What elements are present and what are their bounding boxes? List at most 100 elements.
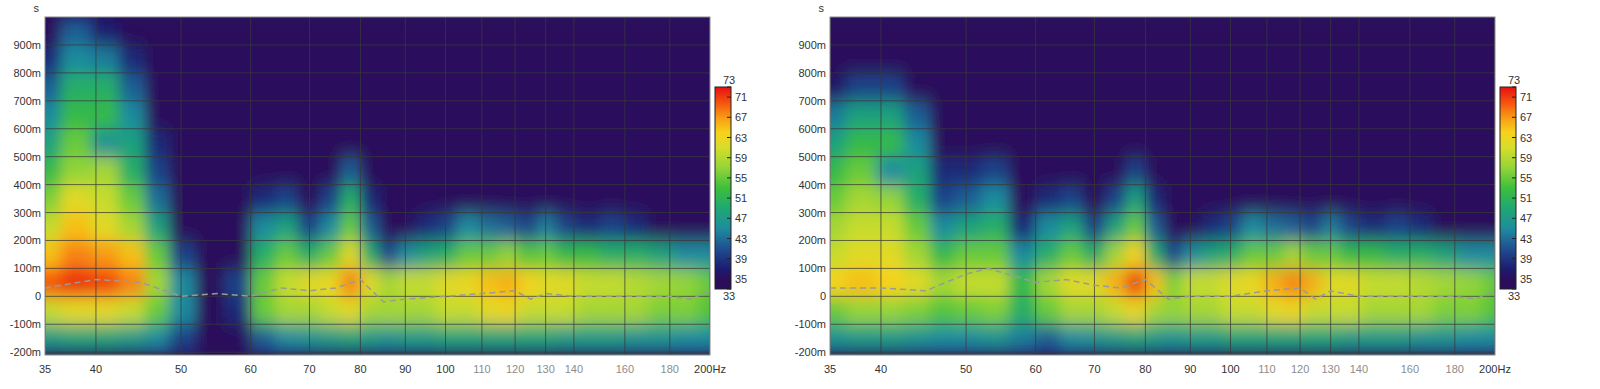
x-tick-label: 60 — [1030, 363, 1042, 375]
plot-frame — [45, 17, 710, 355]
heatmap-cell — [698, 101, 710, 130]
heatmap-cell — [457, 45, 479, 74]
x-tick-label: 35 — [824, 363, 836, 375]
heatmap-cell — [537, 129, 557, 158]
heatmap-cell — [1284, 45, 1304, 74]
heatmap-cell — [698, 268, 710, 297]
color-bar-label: 47 — [1520, 212, 1532, 224]
heatmap-cell — [275, 129, 299, 158]
heatmap-cell — [91, 101, 120, 130]
heatmap-cell — [954, 17, 981, 46]
heatmap-cell — [1483, 129, 1495, 158]
heatmap-cell — [91, 185, 120, 214]
heatmap-cell — [846, 129, 877, 158]
heatmap-cell — [1009, 45, 1036, 74]
heatmap-cell — [1221, 45, 1243, 74]
heatmap-cell — [537, 240, 557, 269]
color-bar-label: 55 — [735, 172, 747, 184]
heatmap-cell — [416, 73, 437, 102]
heatmap-cell — [1126, 324, 1146, 353]
heatmap-cell — [416, 268, 437, 297]
heatmap-cell — [1410, 324, 1434, 353]
heatmap-cell — [1105, 268, 1126, 297]
heatmap-cell — [169, 129, 196, 158]
heatmap-cell — [518, 185, 537, 214]
heatmap-cell — [1410, 73, 1434, 102]
heatmap-cell — [91, 240, 120, 269]
heatmap-cell — [1361, 268, 1385, 297]
heatmap-cell — [1242, 268, 1264, 297]
x-tick-label: 50 — [960, 363, 972, 375]
heatmap-cell — [360, 157, 379, 186]
heatmap-cell — [379, 17, 397, 46]
heatmap-cell — [1410, 185, 1434, 214]
heatmap-cell — [904, 240, 931, 269]
heatmap-cell — [954, 73, 981, 102]
heatmap-cell — [275, 296, 299, 325]
heatmap-cell — [1164, 45, 1182, 74]
plot-frame — [830, 17, 1495, 355]
heatmap-cell — [1385, 240, 1410, 269]
heatmap-cell — [91, 268, 120, 297]
heatmap-cell — [1201, 157, 1222, 186]
heatmap-cell — [625, 185, 649, 214]
heatmap-cell — [600, 324, 625, 353]
heatmap-cell — [61, 129, 92, 158]
grid-line — [405, 17, 406, 355]
heatmap-cell — [537, 73, 557, 102]
heatmap-cell — [1458, 296, 1484, 325]
heatmap-cell — [1361, 101, 1385, 130]
heatmap-cell — [1410, 45, 1434, 74]
heatmap-cell — [1105, 17, 1126, 46]
heatmap-cell — [341, 157, 361, 186]
heatmap-cell — [119, 324, 146, 353]
heatmap-cell — [876, 296, 905, 325]
heatmap-cell — [930, 157, 955, 186]
heatmap-cell — [320, 296, 341, 325]
heatmap-cell — [518, 157, 537, 186]
heatmap-cell — [1242, 17, 1264, 46]
heatmap-cell — [145, 101, 170, 130]
heatmap-cell — [45, 17, 61, 46]
y-tick-label: 400m — [13, 179, 41, 191]
heatmap-cell — [1060, 157, 1084, 186]
heatmap-cell — [600, 240, 625, 269]
heatmap-cell — [416, 213, 437, 242]
heatmap-cell — [576, 73, 600, 102]
heatmap-cell — [1410, 157, 1434, 186]
heatmap-cell — [1182, 240, 1202, 269]
heatmap-cell — [576, 129, 600, 158]
heatmap-cell — [1242, 324, 1264, 353]
heatmap-cell — [397, 129, 417, 158]
heatmap-cell — [673, 157, 699, 186]
heatmap-cell — [876, 17, 905, 46]
heatmap-cell — [1164, 185, 1182, 214]
heatmap-cell — [169, 101, 196, 130]
color-bar-label: 39 — [1520, 253, 1532, 265]
heatmap-cell — [1035, 213, 1060, 242]
heatmap-cell — [1361, 73, 1385, 102]
heatmap-cell — [416, 185, 437, 214]
heatmap-cell — [876, 240, 905, 269]
heatmap-cell — [954, 45, 981, 74]
grid-line — [1454, 17, 1455, 355]
grid-line — [830, 184, 1495, 185]
heatmap-cell — [91, 213, 120, 242]
heatmap-cell — [1322, 296, 1342, 325]
color-bar-label: 51 — [1520, 192, 1532, 204]
y-tick-label: 300m — [13, 207, 41, 219]
y-tick-label: 600m — [798, 123, 826, 135]
grid-line — [360, 17, 361, 355]
heatmap-cell — [360, 213, 379, 242]
heatmap-cell — [499, 101, 519, 130]
heatmap-cell — [1322, 324, 1342, 353]
heatmap-cell — [397, 73, 417, 102]
heatmap-cell — [1303, 240, 1322, 269]
heatmap-cell — [196, 157, 225, 186]
heatmap-cell — [341, 324, 361, 353]
heatmap-cell — [1164, 324, 1182, 353]
heatmap-cell — [275, 17, 299, 46]
heatmap-cell — [250, 157, 275, 186]
heatmap-cell — [224, 268, 251, 297]
color-bar — [715, 87, 731, 289]
